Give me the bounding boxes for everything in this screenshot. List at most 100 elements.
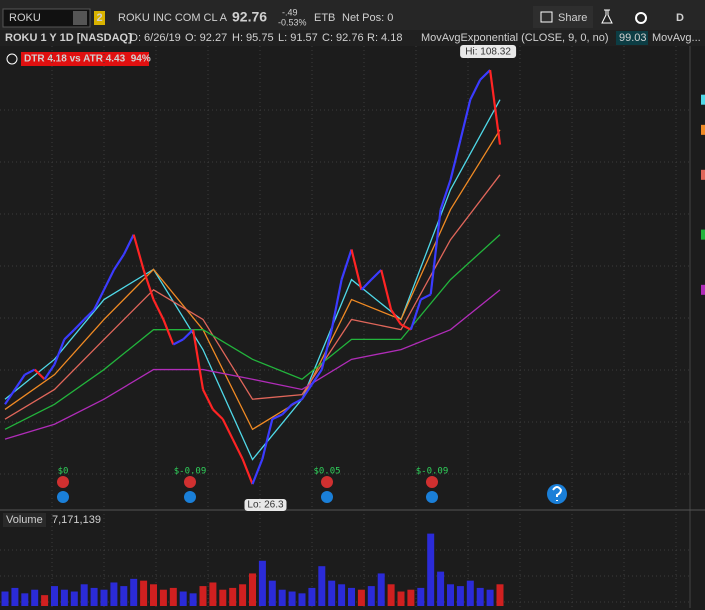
high-label: Hi: 108.32 — [465, 47, 511, 58]
price-segment — [202, 388, 214, 410]
volume-bar — [387, 584, 395, 606]
volume-bar — [51, 586, 58, 606]
volume-bar — [249, 573, 256, 606]
price-segment — [172, 338, 184, 346]
settings-icon[interactable] — [635, 12, 647, 24]
volume-bar — [199, 586, 207, 606]
info-close: C: 92.76 — [322, 32, 364, 44]
price-segment — [221, 418, 234, 440]
info-open: O: 92.27 — [185, 32, 227, 44]
event-icon[interactable] — [321, 476, 333, 488]
aggregation[interactable]: D — [676, 12, 684, 24]
event-icon[interactable] — [184, 491, 196, 503]
price-segment — [142, 269, 155, 300]
event-label: $-0.09 — [174, 467, 207, 477]
price-segment — [409, 299, 422, 331]
share-label[interactable]: Share — [558, 12, 587, 24]
price-segment — [4, 388, 16, 405]
price-segment — [469, 79, 482, 101]
symbol[interactable]: ROKU — [9, 12, 41, 24]
price-segment — [132, 234, 145, 271]
event-icon[interactable] — [184, 476, 196, 488]
volume-bar — [466, 580, 474, 606]
help-mark — [552, 486, 563, 501]
axis-marker — [701, 229, 705, 240]
volume-bar — [209, 582, 217, 606]
axis-marker — [701, 284, 705, 295]
last-price: 92.76 — [232, 9, 267, 25]
volume-bar — [318, 566, 326, 606]
event-icon[interactable] — [426, 491, 438, 503]
lab-icon[interactable] — [601, 9, 613, 24]
event-icon[interactable] — [321, 491, 333, 503]
info-low: L: 91.57 — [278, 32, 318, 44]
moving-average-line — [4, 234, 501, 430]
price-segment — [162, 319, 175, 345]
volume-bar — [159, 589, 167, 606]
symbol-box[interactable] — [2, 8, 91, 28]
volume-bar — [120, 586, 128, 606]
price-segment — [53, 338, 66, 365]
volume-bar — [496, 584, 504, 606]
alert-text: DTR 4.18 vs ATR 4.43 94% — [24, 54, 151, 65]
price-segment — [192, 329, 205, 390]
moving-average-line — [4, 174, 501, 420]
link-number[interactable]: 2 — [96, 12, 102, 24]
volume-bar — [486, 589, 494, 606]
price-segment — [13, 374, 26, 391]
volume-title-box — [3, 513, 46, 527]
volume-bar — [140, 580, 148, 606]
price-segment — [291, 398, 303, 406]
volume-bar — [80, 584, 88, 606]
event-icon[interactable] — [57, 476, 69, 488]
price-segment — [271, 413, 283, 421]
info-range: R: 4.18 — [367, 32, 402, 44]
description: ROKU INC COM CL A — [118, 12, 228, 24]
volume-bar — [110, 582, 118, 606]
price-segment — [261, 418, 274, 460]
price-segment — [112, 253, 125, 271]
axis-marker — [701, 169, 705, 180]
low-label-box — [244, 499, 287, 511]
link-box[interactable] — [94, 11, 105, 25]
high-label-box — [460, 45, 517, 58]
net-position: Net Pos: 0 — [342, 12, 393, 24]
volume-bar — [239, 584, 247, 606]
event-icon[interactable] — [426, 476, 438, 488]
event-icon[interactable] — [57, 491, 69, 503]
volume-bar — [179, 591, 187, 606]
symbol-dropdown[interactable] — [73, 11, 87, 25]
price-segment — [400, 323, 412, 331]
share-icon[interactable] — [540, 11, 553, 23]
volume-bar — [397, 591, 405, 606]
volume-last: 7,171,139 — [52, 514, 101, 526]
volume-bar — [189, 593, 197, 606]
price-segment — [212, 408, 224, 420]
change-percent: -0.53% — [278, 17, 307, 27]
volume-bar — [348, 587, 355, 606]
price-segment — [429, 209, 442, 295]
volume-bar — [258, 560, 266, 606]
moving-average-line — [4, 289, 501, 440]
volume-bar — [90, 587, 98, 606]
event-label: $0 — [58, 467, 69, 477]
study-value-box — [616, 31, 648, 45]
volume-bar — [70, 591, 78, 606]
chart-title: ROKU 1 Y 1D [NASDAQ] — [5, 32, 132, 44]
volume-bar — [338, 584, 346, 606]
volume-bar — [407, 589, 415, 606]
price-segment — [33, 368, 46, 381]
price-segment — [479, 69, 491, 81]
alert-icon[interactable] — [6, 53, 18, 65]
price-segment — [301, 383, 313, 400]
volume-bar — [298, 593, 306, 606]
price-segment — [24, 368, 36, 376]
volume-bar — [308, 587, 316, 606]
volume-bar — [377, 573, 385, 606]
volume-bar — [21, 593, 29, 606]
volume-bar — [1, 591, 9, 606]
volume-bar — [150, 584, 157, 606]
price-segment — [152, 299, 165, 320]
volume-bar — [456, 586, 464, 606]
price-segment — [231, 438, 244, 460]
